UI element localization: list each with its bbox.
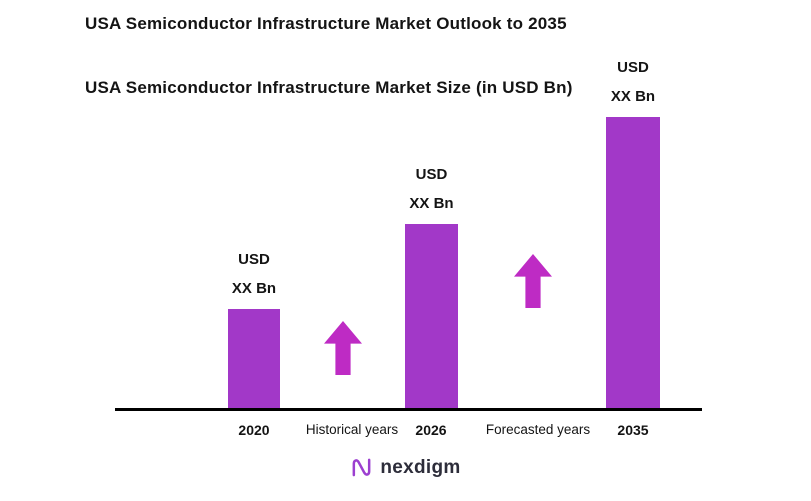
bar-2020 — [228, 309, 280, 408]
bar-value-line2: XX Bn — [409, 194, 454, 212]
bar-value-line1: USD — [415, 165, 448, 183]
x-annotation-historical-years: Historical years — [305, 422, 399, 437]
bar-value-line2: XX Bn — [231, 279, 277, 297]
bar-2035 — [606, 117, 660, 408]
x-tick-2020: 2020 — [238, 422, 270, 438]
up-arrow-icon — [514, 254, 552, 308]
bar-value-label-2035: USD XX Bn — [611, 53, 655, 112]
x-annotation-forecasted-years: Forecasted years — [485, 422, 591, 437]
bar-group-2035: USD XX Bn — [606, 59, 660, 408]
up-arrow-icon — [324, 321, 362, 375]
chart-subtitle: USA Semiconductor Infrastructure Market … — [85, 78, 573, 97]
bar-group-2020: USD XX Bn — [228, 251, 280, 408]
footer-brand: nexdigm — [0, 456, 811, 479]
bar-value-label-2026: USD XX Bn — [409, 160, 453, 219]
x-axis-line — [115, 408, 702, 411]
bar-value-line2: XX Bn — [610, 87, 656, 105]
bar-value-line1: USD — [617, 58, 649, 76]
chart-title: USA Semiconductor Infrastructure Market … — [85, 14, 567, 33]
bar-value-label-2020: USD XX Bn — [232, 245, 276, 304]
bar-2026 — [405, 224, 458, 408]
nexdigm-logo-icon — [350, 456, 373, 479]
bar-value-line1: USD — [238, 250, 270, 268]
x-tick-2035: 2035 — [617, 422, 649, 438]
brand-name: nexdigm — [380, 456, 461, 478]
bar-group-2026: USD XX Bn — [405, 166, 458, 408]
x-tick-2026: 2026 — [415, 422, 447, 438]
